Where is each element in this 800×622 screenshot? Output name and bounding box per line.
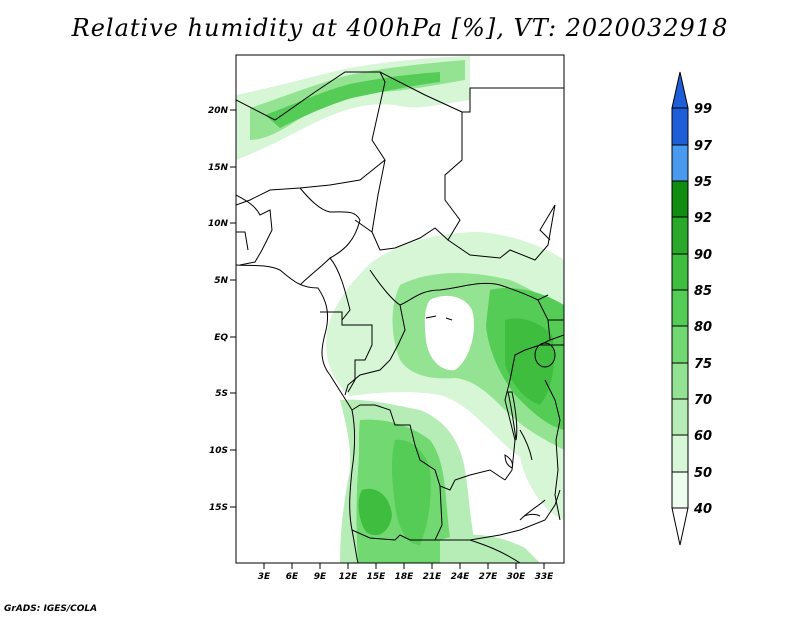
colorbar-bottom-arrow — [671, 507, 689, 546]
lat-label-5n: 5N — [214, 276, 228, 286]
rh-southeast — [440, 534, 540, 563]
humidity-shading — [236, 56, 564, 563]
colorbar-label-99: 99 — [694, 102, 712, 117]
rh-dry-patch — [424, 295, 475, 371]
lon-label-30e: 30E — [507, 572, 527, 582]
colorbar-band-50 — [671, 471, 689, 509]
lat-label-10n: 10N — [208, 219, 229, 229]
colorbar-label-75: 75 — [694, 357, 712, 372]
colorbar-band-99 — [671, 107, 689, 146]
colorbar-band-85 — [671, 289, 689, 327]
rh-lake-region — [505, 318, 555, 405]
lon-label-27e: 27E — [479, 572, 499, 582]
colorbar-label-92: 92 — [694, 211, 712, 226]
colorbar-label-40: 40 — [693, 502, 712, 517]
lat-label-10s: 10S — [209, 446, 228, 456]
lat-axis: 20N 15N 10N 5N EQ 5S 10S 15S — [208, 106, 236, 513]
lon-label-12e: 12E — [339, 572, 359, 582]
lakes — [425, 315, 556, 517]
rh-east-lower — [519, 440, 564, 520]
colorbar-label-85: 85 — [694, 284, 712, 299]
grads-credit: GrADS: IGES/COLA — [4, 604, 98, 614]
rh-south-west — [358, 488, 392, 536]
lon-label-6e: 6E — [286, 572, 299, 582]
colorbar-label-80: 80 — [694, 320, 712, 335]
lon-label-3e: 3E — [258, 572, 271, 582]
lon-label-21e: 21E — [423, 572, 443, 582]
lon-label-18e: 18E — [395, 572, 415, 582]
colorbar-band-60 — [671, 434, 689, 473]
colorbar-label-90: 90 — [694, 248, 712, 263]
colorbar-band-90 — [671, 253, 689, 291]
colorbar-band-95 — [671, 180, 689, 218]
colorbar-band-75 — [671, 362, 689, 400]
lon-axis: 3E 6E 9E 12E 15E 18E 21E 24E 27E 30E 33E — [258, 563, 554, 582]
colorbar-label-60: 60 — [694, 429, 712, 444]
lat-label-5s: 5S — [215, 389, 228, 399]
colorbar-label-97: 97 — [694, 139, 713, 154]
lat-label-15s: 15S — [209, 503, 228, 513]
lat-label-eq: EQ — [214, 333, 228, 343]
lon-label-33e: 33E — [535, 572, 555, 582]
lon-label-9e: 9E — [314, 572, 327, 582]
chart-title: Relative humidity at 400hPa [%], VT: 202… — [71, 14, 729, 42]
colorbar-band-70 — [671, 398, 689, 436]
lat-label-15n: 15N — [208, 163, 229, 173]
colorbar-label-70: 70 — [694, 393, 712, 408]
colorbar-band-92 — [671, 216, 689, 255]
colorbar: 99 97 95 92 90 85 80 75 70 60 50 40 — [671, 71, 713, 546]
colorbar-top-arrow — [671, 71, 689, 109]
colorbar-label-95: 95 — [694, 175, 712, 190]
colorbar-label-50: 50 — [694, 466, 712, 481]
lon-label-15e: 15E — [367, 572, 387, 582]
colorbar-band-80 — [671, 325, 689, 364]
country-borders — [236, 71, 564, 563]
map-frame — [235, 54, 565, 564]
lon-label-24e: 24E — [451, 572, 471, 582]
colorbar-band-97 — [671, 144, 689, 182]
lat-label-20n: 20N — [208, 106, 229, 116]
rh-south-core — [391, 439, 431, 545]
rh-band-north-core — [265, 72, 440, 128]
